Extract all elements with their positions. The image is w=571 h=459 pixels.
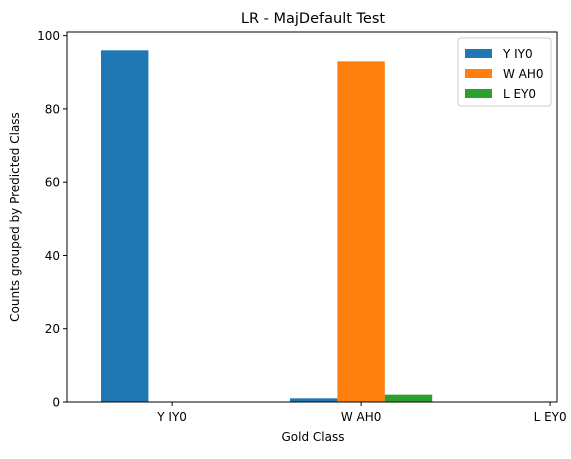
y-axis: 0 20 40 60 80 100 <box>37 29 67 410</box>
y-tick-label-0: 0 <box>52 396 60 410</box>
chart-title: LR - MajDefault Test <box>241 11 385 27</box>
y-tick-label-4: 80 <box>45 102 60 116</box>
legend-swatch-2 <box>465 89 492 98</box>
legend-swatch-1 <box>465 69 492 78</box>
legend-swatch-0 <box>465 49 492 58</box>
bar-0-0 <box>101 50 149 402</box>
y-tick-label-2: 40 <box>45 249 60 263</box>
x-tick-label-2: L EY0 <box>534 410 567 424</box>
x-axis: Y IY0 W AH0 L EY0 <box>156 402 567 424</box>
legend-label-1: W AH0 <box>503 67 544 81</box>
legend-label-0: Y IY0 <box>502 47 533 61</box>
x-axis-label: Gold Class <box>282 430 345 444</box>
y-tick-label-1: 20 <box>45 322 60 336</box>
legend: Y IY0 W AH0 L EY0 <box>457 37 552 107</box>
bar-1-2 <box>384 394 433 402</box>
y-tick-label-3: 60 <box>45 176 60 190</box>
bar-1-1 <box>337 61 385 402</box>
x-tick-label-0: Y IY0 <box>156 410 187 424</box>
legend-label-2: L EY0 <box>503 87 536 101</box>
plot-frame <box>66 31 558 403</box>
y-tick-label-5: 100 <box>37 29 60 43</box>
bars-layer <box>101 50 433 402</box>
y-axis-label: Counts grouped by Predicted Class <box>8 112 22 322</box>
bar-1-0 <box>290 398 338 402</box>
x-tick-label-1: W AH0 <box>341 410 382 424</box>
